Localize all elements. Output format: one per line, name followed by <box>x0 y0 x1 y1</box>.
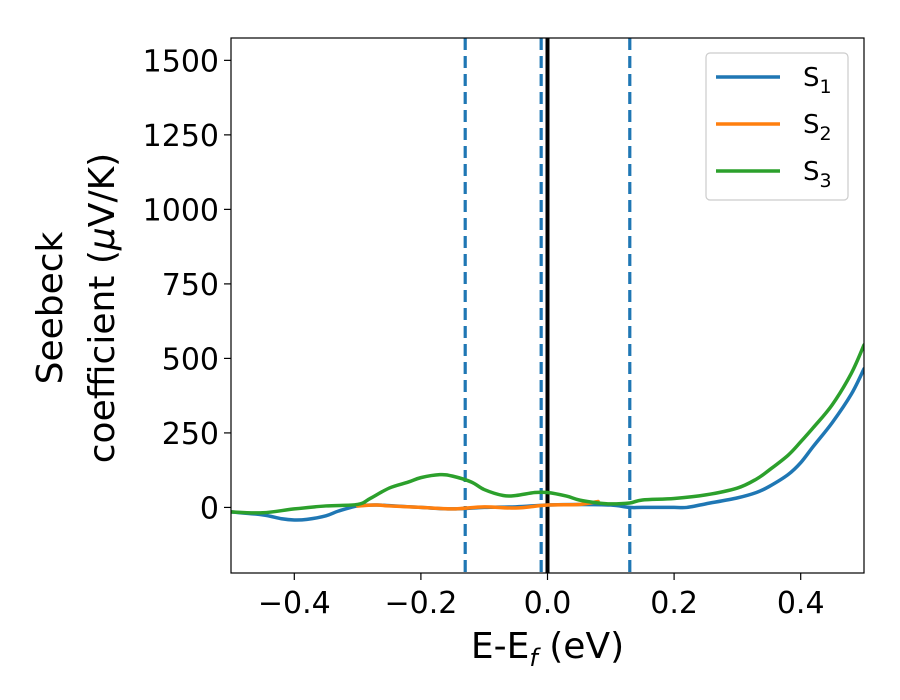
y-tick-label: 750 <box>162 268 219 303</box>
series-line-S3 <box>231 343 864 515</box>
y-axis-title-suffix: V/K) <box>82 153 123 227</box>
legend-box <box>705 52 849 201</box>
legend-label: S1 <box>803 63 832 98</box>
series-line-S2 <box>355 499 600 511</box>
x-tick-label: 0.2 <box>650 586 698 621</box>
vertical-reference-lines <box>463 38 632 573</box>
legend-label: S2 <box>803 110 832 145</box>
x-axis-ticks: −0.4 −0.2 0.0 0.2 0.4 <box>258 573 825 621</box>
y-axis-ticks: 0 250 500 750 1000 1250 1500 <box>143 44 231 526</box>
y-tick-label: 250 <box>162 417 219 452</box>
y-tick-label: 1250 <box>143 119 219 154</box>
series-lines <box>231 343 864 522</box>
y-axis-title-line2: coefficient (μV/K) <box>82 153 123 463</box>
x-tick-label: −0.4 <box>258 586 331 621</box>
x-tick-label: −0.2 <box>384 586 457 621</box>
x-axis-title-unit: (eV) <box>538 626 624 667</box>
x-tick-label: 0.0 <box>524 586 572 621</box>
y-axis-title-prefix: coefficient ( <box>82 250 123 463</box>
y-tick-label: 1500 <box>143 44 219 79</box>
x-tick-label: 0.4 <box>777 586 825 621</box>
legend: S1 S2 S3 <box>705 52 849 201</box>
y-axis-title-mu: μ <box>82 227 123 251</box>
y-axis-title: Seebeck coefficient (μV/K) <box>30 153 123 463</box>
x-axis-title-main: E-E <box>471 626 529 667</box>
legend-label: S3 <box>803 157 832 192</box>
y-tick-label: 500 <box>162 342 219 377</box>
y-tick-label: 1000 <box>143 193 219 228</box>
y-tick-label: 0 <box>200 491 219 526</box>
x-axis-title: E-Ef (eV) <box>471 626 624 672</box>
y-axis-title-line1: Seebeck <box>30 231 71 384</box>
